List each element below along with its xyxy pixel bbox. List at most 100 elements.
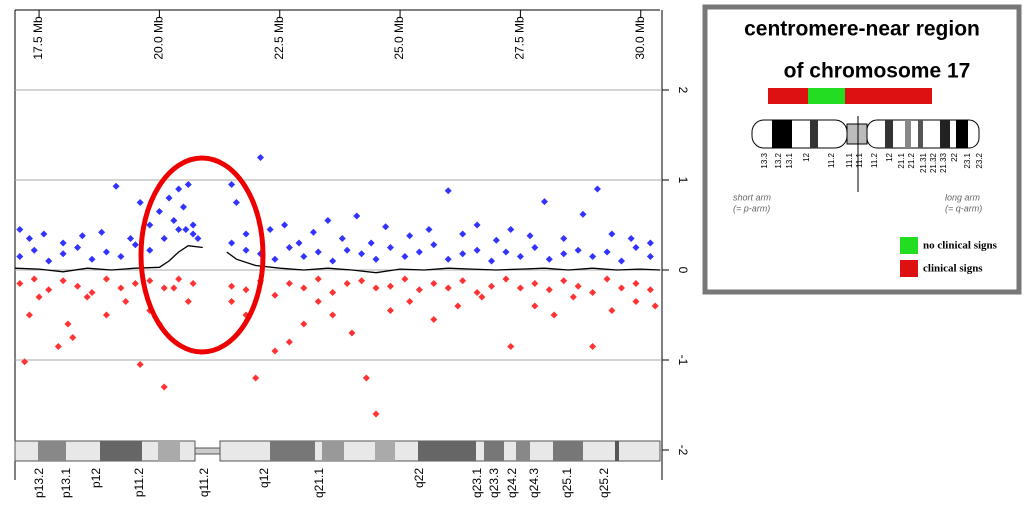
inset-band-label: 21.1 bbox=[897, 152, 906, 168]
data-point bbox=[127, 235, 135, 242]
data-point bbox=[314, 298, 322, 305]
data-point bbox=[170, 217, 178, 224]
data-point bbox=[30, 246, 38, 254]
band-label: q22 bbox=[412, 468, 426, 488]
data-point bbox=[271, 291, 279, 299]
data-point bbox=[242, 246, 250, 254]
data-point bbox=[285, 280, 293, 287]
data-point bbox=[507, 343, 515, 350]
x-tick-label: 17.5 Mb bbox=[31, 16, 45, 60]
data-point bbox=[59, 239, 67, 247]
data-point bbox=[295, 239, 303, 247]
data-point bbox=[228, 298, 236, 305]
data-point bbox=[59, 250, 67, 258]
data-point bbox=[348, 329, 356, 337]
data-point bbox=[136, 199, 144, 206]
band-label: q25.2 bbox=[597, 468, 611, 498]
data-point bbox=[329, 311, 337, 319]
data-point bbox=[131, 241, 139, 249]
inset-band-label: 11.2 bbox=[870, 152, 879, 168]
data-point bbox=[175, 226, 183, 233]
data-point bbox=[540, 198, 548, 206]
data-point bbox=[83, 293, 91, 301]
data-point bbox=[266, 226, 274, 233]
band-label: p13.2 bbox=[32, 468, 46, 498]
data-point bbox=[430, 241, 438, 249]
data-point bbox=[454, 302, 462, 310]
data-point bbox=[25, 235, 33, 242]
data-point bbox=[386, 307, 394, 314]
band-label: q11.2 bbox=[197, 468, 211, 497]
band bbox=[885, 120, 893, 148]
legend-label: clinical signs bbox=[923, 263, 983, 275]
inset-band-label: 13.1 bbox=[785, 152, 794, 168]
band bbox=[100, 441, 142, 461]
data-point bbox=[473, 289, 481, 296]
data-point bbox=[358, 277, 366, 285]
data-point bbox=[102, 275, 110, 283]
data-point bbox=[473, 221, 481, 229]
data-point bbox=[252, 374, 260, 382]
chromosome-ideogram bbox=[14, 440, 661, 462]
band-label: p13.1 bbox=[59, 468, 73, 498]
inset-band-label: 13.2 bbox=[774, 152, 783, 168]
data-point bbox=[646, 239, 654, 247]
data-point bbox=[309, 228, 317, 236]
data-point bbox=[502, 248, 510, 256]
data-point bbox=[569, 293, 577, 301]
data-point bbox=[155, 208, 163, 215]
legend-swatch bbox=[900, 237, 918, 254]
chrom-p bbox=[751, 119, 848, 149]
data-point bbox=[256, 154, 264, 161]
data-point bbox=[473, 246, 481, 254]
data-point bbox=[353, 212, 361, 220]
data-point bbox=[560, 235, 568, 242]
data-point bbox=[343, 280, 351, 287]
data-point bbox=[459, 230, 467, 238]
inset-band-label: 21.32 bbox=[929, 152, 938, 173]
data-point bbox=[189, 221, 197, 229]
data-point bbox=[574, 246, 582, 254]
band bbox=[772, 120, 792, 148]
data-point bbox=[589, 253, 597, 260]
data-point bbox=[589, 289, 597, 296]
data-point bbox=[382, 223, 390, 231]
band-label: q21.1 bbox=[312, 468, 326, 498]
data-point bbox=[386, 244, 394, 251]
data-point bbox=[574, 282, 582, 290]
data-point bbox=[444, 187, 452, 195]
long-arm: (= q-arm) bbox=[945, 203, 982, 213]
data-point bbox=[372, 410, 380, 418]
data-point bbox=[117, 253, 125, 260]
data-point bbox=[117, 284, 125, 292]
data-point bbox=[531, 244, 539, 251]
data-point bbox=[617, 257, 625, 265]
data-point bbox=[314, 248, 322, 256]
x-tick-label: 25.0 Mb bbox=[392, 16, 406, 60]
data-point bbox=[550, 311, 558, 319]
band bbox=[905, 120, 911, 148]
data-point bbox=[646, 286, 654, 294]
data-point bbox=[69, 334, 77, 341]
data-point bbox=[579, 210, 587, 218]
data-point bbox=[98, 228, 106, 236]
long-arm: long arm bbox=[945, 192, 981, 202]
data-point bbox=[300, 320, 308, 328]
inset-band-label: 22 bbox=[950, 152, 959, 161]
data-point bbox=[228, 282, 236, 290]
data-point bbox=[146, 277, 154, 285]
data-point bbox=[531, 302, 539, 310]
data-point bbox=[160, 235, 168, 242]
band-label: q23.1 bbox=[470, 468, 484, 498]
legend-swatch bbox=[900, 260, 918, 277]
data-point bbox=[507, 226, 515, 233]
highlight-ellipse bbox=[138, 155, 266, 355]
band bbox=[553, 441, 583, 461]
data-point bbox=[386, 282, 394, 290]
data-point bbox=[232, 199, 240, 206]
data-point bbox=[102, 311, 110, 319]
band-label: q24.3 bbox=[527, 468, 541, 498]
y-tick-label: -2 bbox=[676, 445, 690, 456]
data-point bbox=[589, 343, 597, 350]
